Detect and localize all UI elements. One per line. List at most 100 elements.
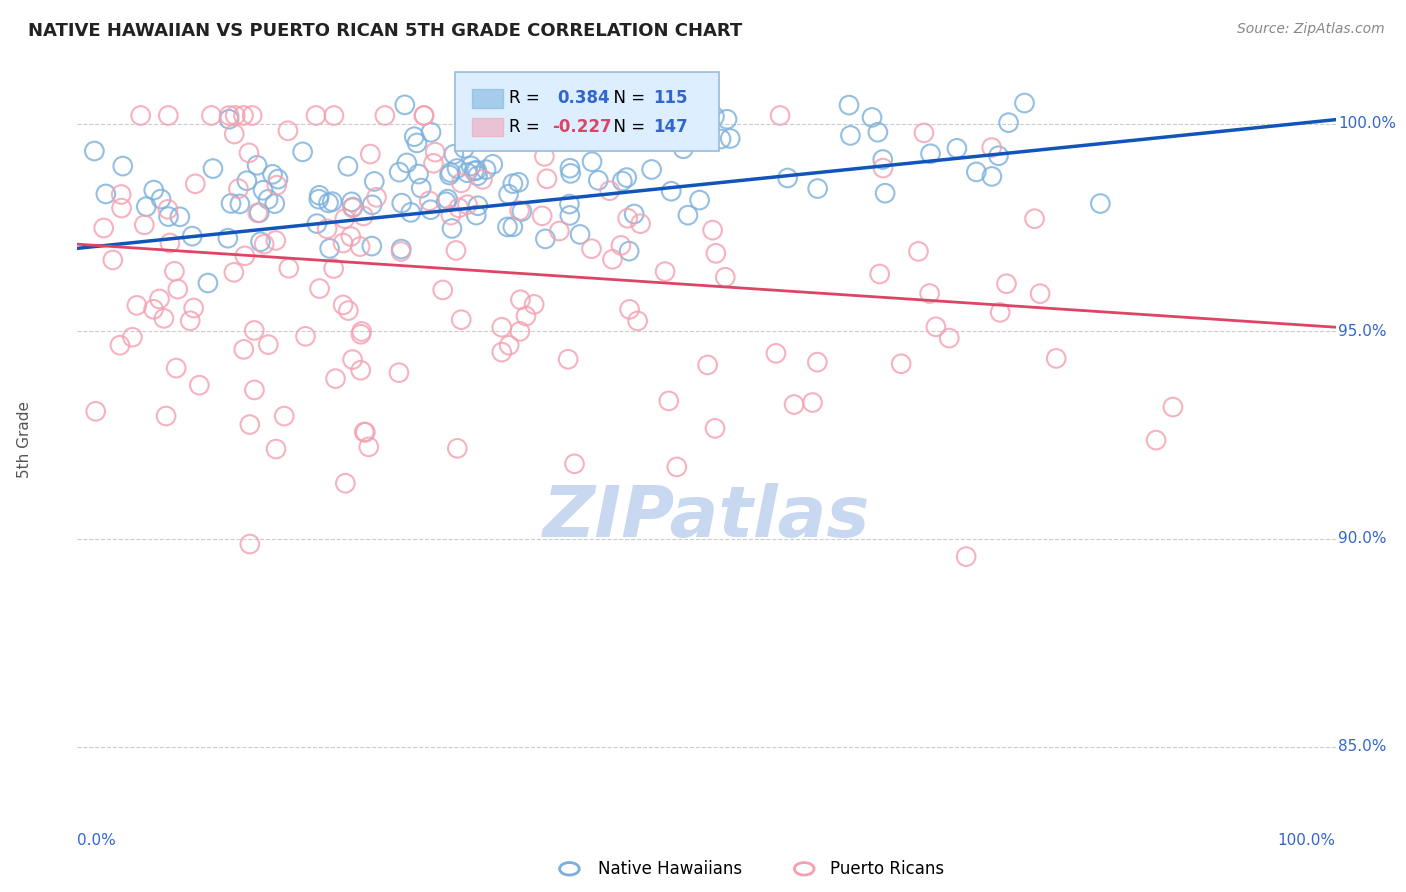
Point: [333, 211, 356, 226]
Point: [200, 108, 222, 122]
Point: [776, 171, 799, 186]
Point: [399, 205, 422, 219]
Point: [350, 363, 373, 377]
Point: [335, 476, 357, 491]
Point: [134, 218, 156, 232]
Point: [359, 147, 381, 161]
Point: [765, 346, 787, 360]
Point: [342, 200, 364, 214]
Point: [222, 265, 245, 279]
Point: [509, 293, 531, 307]
Point: [201, 161, 224, 176]
Point: [716, 112, 738, 127]
Point: [142, 183, 165, 197]
Point: [783, 398, 806, 412]
Point: [318, 195, 340, 210]
Point: [305, 217, 328, 231]
Point: [531, 209, 554, 223]
Point: [323, 108, 346, 122]
Text: 100.0%: 100.0%: [1339, 116, 1396, 131]
Point: [980, 169, 1002, 184]
Point: [188, 378, 211, 392]
Point: [294, 329, 316, 343]
Point: [588, 112, 610, 127]
Text: Native Hawaiians: Native Hawaiians: [598, 860, 742, 878]
Point: [110, 187, 132, 202]
Point: [450, 176, 472, 190]
Point: [581, 242, 603, 256]
Point: [866, 125, 889, 139]
Point: [869, 267, 891, 281]
FancyBboxPatch shape: [456, 72, 718, 151]
Point: [581, 154, 603, 169]
Point: [522, 134, 544, 148]
Point: [253, 237, 276, 252]
Text: NATIVE HAWAIIAN VS PUERTO RICAN 5TH GRADE CORRELATION CHART: NATIVE HAWAIIAN VS PUERTO RICAN 5TH GRAD…: [28, 22, 742, 40]
Point: [413, 108, 436, 122]
Point: [997, 115, 1019, 129]
Point: [875, 186, 897, 201]
Point: [252, 183, 274, 197]
Point: [599, 184, 621, 198]
Point: [533, 96, 555, 111]
Point: [354, 425, 377, 440]
Point: [165, 361, 187, 376]
Point: [264, 234, 287, 248]
Point: [249, 235, 271, 249]
Point: [336, 159, 359, 173]
Text: 0.0%: 0.0%: [77, 833, 117, 848]
Point: [291, 145, 314, 159]
Point: [446, 442, 468, 456]
Point: [110, 201, 132, 215]
Point: [672, 142, 695, 156]
Text: 100.0%: 100.0%: [1278, 833, 1336, 848]
Point: [181, 229, 204, 244]
Point: [159, 235, 181, 250]
Point: [232, 108, 254, 122]
Point: [169, 210, 191, 224]
Point: [412, 108, 434, 122]
Point: [232, 343, 254, 357]
Point: [148, 292, 170, 306]
Point: [273, 409, 295, 423]
Point: [491, 345, 513, 359]
Point: [1029, 286, 1052, 301]
Point: [184, 177, 207, 191]
Point: [475, 162, 498, 177]
Point: [121, 330, 143, 344]
Point: [447, 201, 470, 215]
Point: [498, 338, 520, 352]
Point: [135, 200, 157, 214]
Point: [710, 132, 733, 146]
Text: -0.227: -0.227: [551, 118, 612, 136]
Point: [439, 168, 461, 182]
Text: R =: R =: [509, 118, 546, 136]
Point: [925, 319, 948, 334]
Point: [1045, 351, 1067, 366]
Point: [558, 197, 581, 211]
Point: [623, 105, 645, 120]
Point: [946, 141, 969, 155]
Point: [153, 311, 176, 326]
Point: [357, 440, 380, 454]
Point: [277, 261, 299, 276]
Point: [257, 192, 280, 206]
Point: [246, 158, 269, 172]
Point: [443, 147, 465, 161]
Point: [536, 171, 558, 186]
Point: [465, 208, 488, 222]
Point: [305, 108, 328, 122]
Text: 147: 147: [654, 118, 689, 136]
Point: [262, 167, 284, 181]
Point: [839, 128, 862, 143]
Point: [657, 113, 679, 128]
FancyBboxPatch shape: [472, 89, 503, 108]
Point: [446, 161, 468, 176]
Point: [481, 157, 503, 171]
Point: [450, 312, 472, 326]
Point: [558, 161, 581, 176]
Point: [569, 227, 592, 242]
Point: [361, 198, 384, 212]
Point: [938, 331, 960, 345]
Point: [264, 442, 287, 456]
